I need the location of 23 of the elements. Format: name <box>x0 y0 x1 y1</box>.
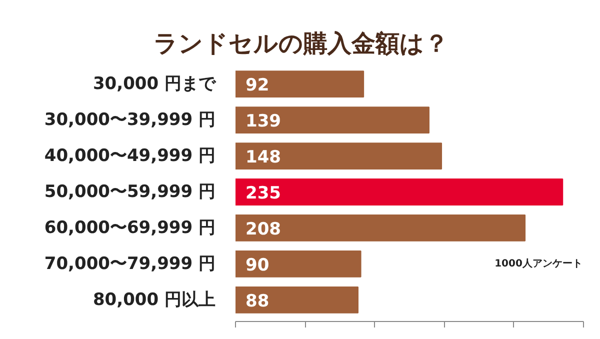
y-tick-label: 80,000 円以上 <box>92 290 216 310</box>
data-label: 139 <box>246 112 281 132</box>
y-tick-label: 50,000〜59,999 円 <box>44 182 216 202</box>
y-tick-label: 40,000〜49,999 円 <box>44 146 216 166</box>
y-tick-label: 70,000〜79,999 円 <box>44 254 216 274</box>
bar <box>236 286 358 314</box>
y-tick-label: 30,000〜39,999 円 <box>44 110 216 130</box>
data-label: 208 <box>246 219 281 240</box>
bar <box>236 106 430 134</box>
data-label: 92 <box>246 76 270 96</box>
data-label: 148 <box>246 148 281 168</box>
bar <box>236 214 526 242</box>
annotation: 1000人アンケート <box>494 258 582 270</box>
bar <box>236 142 442 170</box>
bar <box>236 70 364 98</box>
y-tick-label: 60,000〜69,999 円 <box>44 218 216 238</box>
data-label: 88 <box>246 291 270 312</box>
y-tick-label: 30,000 円まで <box>92 74 216 94</box>
bar <box>236 250 362 278</box>
bar <box>236 178 564 206</box>
data-label: 235 <box>246 184 281 204</box>
chart-title: ランドセルの購入金額は？ <box>154 30 448 58</box>
data-label: 90 <box>246 255 270 276</box>
